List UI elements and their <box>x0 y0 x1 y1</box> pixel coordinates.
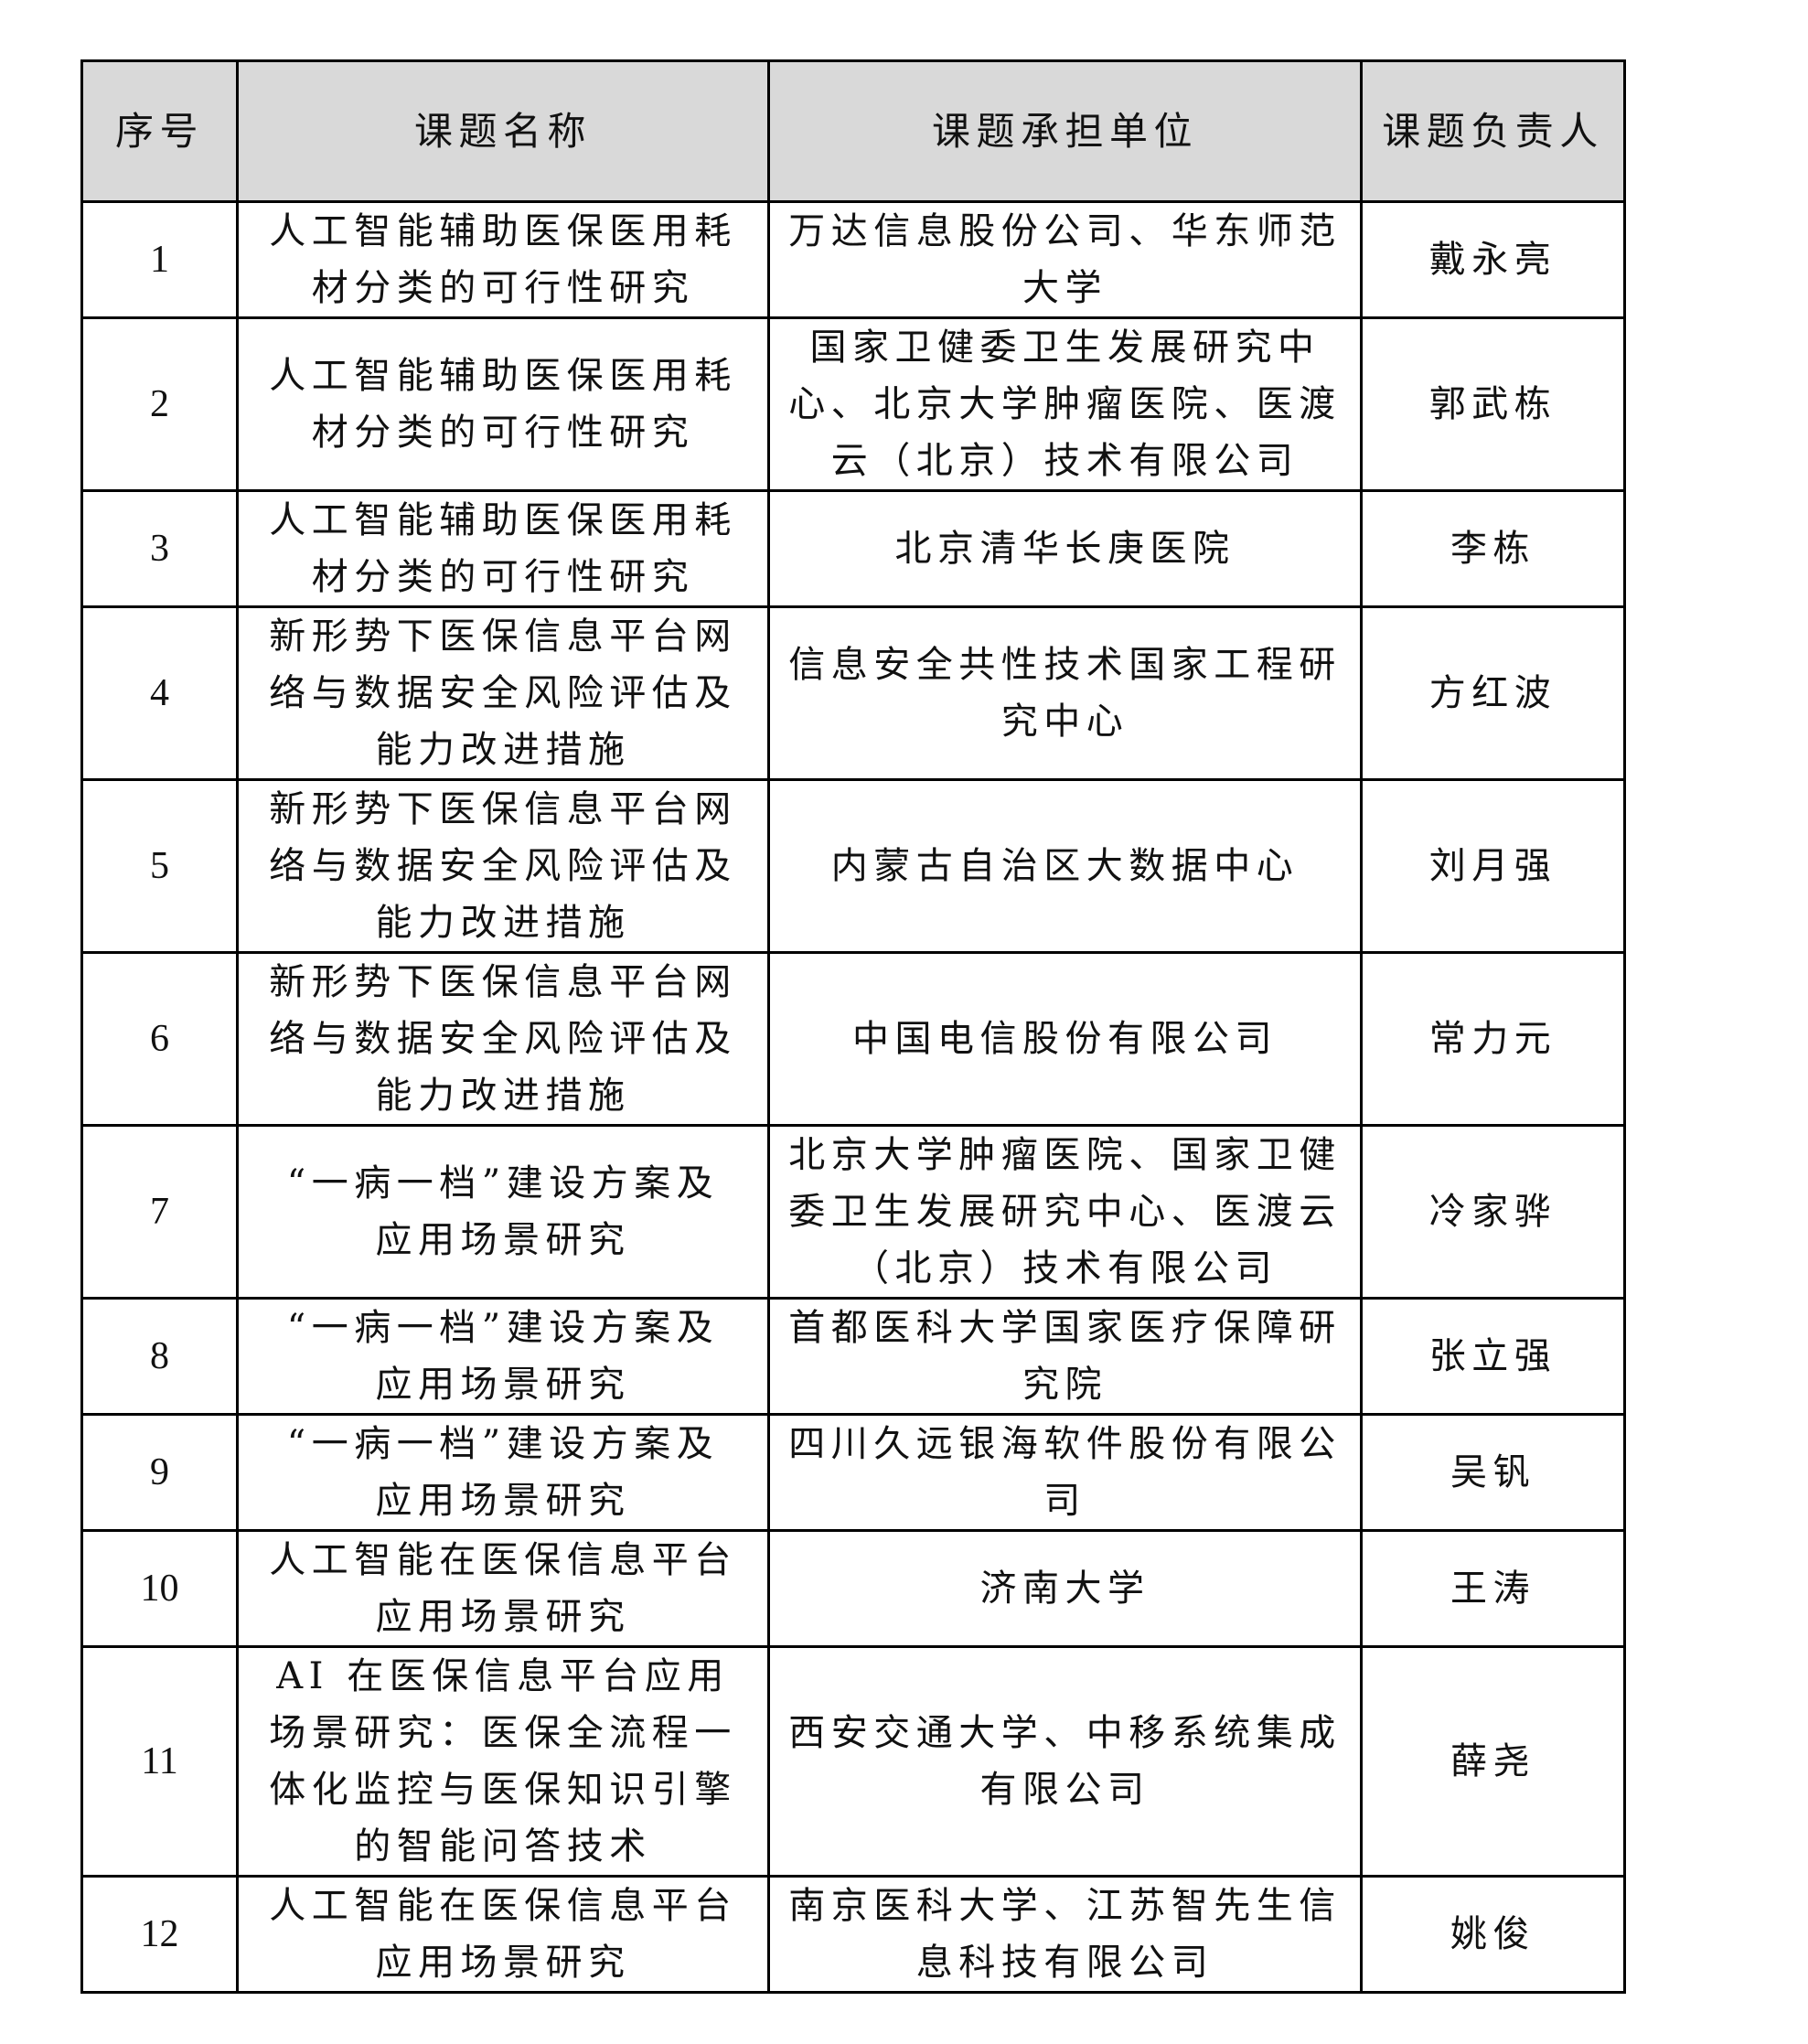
project-name: 人工智能辅助医保医用耗材分类的可行性研究 <box>236 316 770 492</box>
project-name: “一病一档”建设方案及应用场景研究 <box>236 1124 770 1300</box>
project-name: 人工智能辅助医保医用耗材分类的可行性研究 <box>236 489 770 608</box>
table-row: 7 “一病一档”建设方案及应用场景研究 北京大学肿瘤医院、国家卫健委卫生发展研究中心… <box>80 1124 1626 1300</box>
table-row: 10 人工智能在医保信息平台应用场景研究 济南大学 王涛 <box>80 1529 1626 1648</box>
project-lead: 薛尧 <box>1360 1645 1626 1878</box>
project-lead: 吴钒 <box>1360 1413 1626 1532</box>
project-lead: 姚俊 <box>1360 1875 1626 1994</box>
row-number: 3 <box>80 489 239 608</box>
project-lead: 张立强 <box>1360 1297 1626 1416</box>
row-number: 8 <box>80 1297 239 1416</box>
project-name: 人工智能在医保信息平台应用场景研究 <box>236 1875 770 1994</box>
project-lead: 常力元 <box>1360 951 1626 1127</box>
project-unit: 四川久远银海软件股份有限公司 <box>767 1413 1363 1532</box>
project-lead: 李栋 <box>1360 489 1626 608</box>
project-lead: 刘月强 <box>1360 778 1626 954</box>
table-row: 9 “一病一档”建设方案及应用场景研究 四川久远银海软件股份有限公司 吴钒 <box>80 1413 1626 1532</box>
project-name: “一病一档”建设方案及应用场景研究 <box>236 1413 770 1532</box>
header-number: 序号 <box>80 59 239 203</box>
project-unit: 万达信息股份公司、华东师范大学 <box>767 200 1363 319</box>
project-unit: 北京大学肿瘤医院、国家卫健委卫生发展研究中心、医渡云（北京）技术有限公司 <box>767 1124 1363 1300</box>
project-unit: 国家卫健委卫生发展研究中心、北京大学肿瘤医院、医渡云（北京）技术有限公司 <box>767 316 1363 492</box>
project-unit: 中国电信股份有限公司 <box>767 951 1363 1127</box>
project-unit: 济南大学 <box>767 1529 1363 1648</box>
row-number: 11 <box>80 1645 239 1878</box>
project-lead: 冷家骅 <box>1360 1124 1626 1300</box>
header-project-name: 课题名称 <box>236 59 770 203</box>
project-unit: 南京医科大学、江苏智先生信息科技有限公司 <box>767 1875 1363 1994</box>
project-name: 新形势下医保信息平台网络与数据安全风险评估及能力改进措施 <box>236 778 770 954</box>
project-name: AI 在医保信息平台应用场景研究：医保全流程一体化监控与医保知识引擎的智能问答技… <box>236 1645 770 1878</box>
row-number: 2 <box>80 316 239 492</box>
project-unit: 西安交通大学、中移系统集成有限公司 <box>767 1645 1363 1878</box>
project-unit: 首都医科大学国家医疗保障研究院 <box>767 1297 1363 1416</box>
table-header-row: 序号 课题名称 课题承担单位 课题负责人 <box>80 59 1626 203</box>
project-unit: 信息安全共性技术国家工程研究中心 <box>767 605 1363 781</box>
project-unit: 北京清华长庚医院 <box>767 489 1363 608</box>
table-row: 3 人工智能辅助医保医用耗材分类的可行性研究 北京清华长庚医院 李栋 <box>80 489 1626 608</box>
project-name: 人工智能辅助医保医用耗材分类的可行性研究 <box>236 200 770 319</box>
row-number: 7 <box>80 1124 239 1300</box>
project-name: “一病一档”建设方案及应用场景研究 <box>236 1297 770 1416</box>
project-lead: 戴永亮 <box>1360 200 1626 319</box>
table-row: 12 人工智能在医保信息平台应用场景研究 南京医科大学、江苏智先生信息科技有限公司姚… <box>80 1875 1626 1994</box>
project-name: 新形势下医保信息平台网络与数据安全风险评估及能力改进措施 <box>236 951 770 1127</box>
project-lead: 王涛 <box>1360 1529 1626 1648</box>
project-lead: 郭武栋 <box>1360 316 1626 492</box>
row-number: 4 <box>80 605 239 781</box>
table-row: 5 新形势下医保信息平台网络与数据安全风险评估及能力改进措施 内蒙古自治区大数据中心… <box>80 778 1626 954</box>
project-table: 序号 课题名称 课题承担单位 课题负责人 1 人工智能辅助医保医用耗材分类的可行性… <box>80 59 1626 1994</box>
table-row: 11 AI 在医保信息平台应用场景研究：医保全流程一体化监控与医保知识引擎的智能问… <box>80 1645 1626 1878</box>
row-number: 9 <box>80 1413 239 1532</box>
header-unit: 课题承担单位 <box>767 59 1363 203</box>
project-name: 人工智能在医保信息平台应用场景研究 <box>236 1529 770 1648</box>
project-name: 新形势下医保信息平台网络与数据安全风险评估及能力改进措施 <box>236 605 770 781</box>
project-unit: 内蒙古自治区大数据中心 <box>767 778 1363 954</box>
row-number: 10 <box>80 1529 239 1648</box>
header-lead: 课题负责人 <box>1360 59 1626 203</box>
table-row: 6 新形势下医保信息平台网络与数据安全风险评估及能力改进措施 中国电信股份有限公司常… <box>80 951 1626 1127</box>
row-number: 1 <box>80 200 239 319</box>
row-number: 6 <box>80 951 239 1127</box>
row-number: 5 <box>80 778 239 954</box>
table-row: 4 新形势下医保信息平台网络与数据安全风险评估及能力改进措施 信息安全共性技术国家工… <box>80 605 1626 781</box>
project-lead: 方红波 <box>1360 605 1626 781</box>
table-row: 2 人工智能辅助医保医用耗材分类的可行性研究 国家卫健委卫生发展研究中心、北京大学肿… <box>80 316 1626 492</box>
table-row: 1 人工智能辅助医保医用耗材分类的可行性研究 万达信息股份公司、华东师范大学 戴永亮 <box>80 200 1626 319</box>
table-row: 8 “一病一档”建设方案及应用场景研究 首都医科大学国家医疗保障研究院 张立强 <box>80 1297 1626 1416</box>
row-number: 12 <box>80 1875 239 1994</box>
